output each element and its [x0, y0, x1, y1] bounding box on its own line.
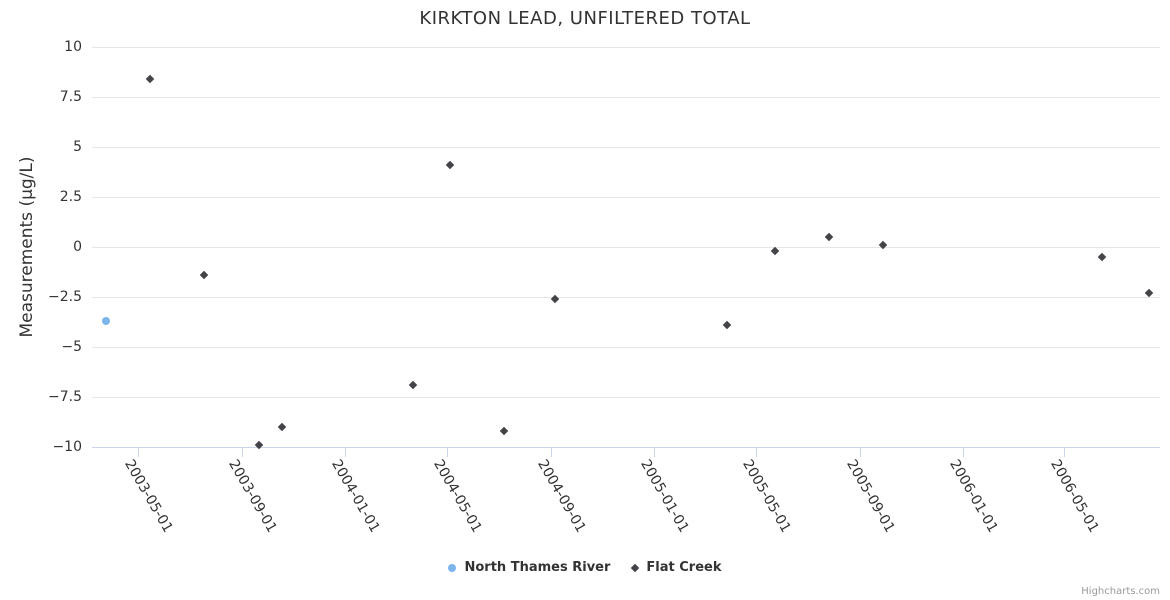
legend-marker-diamond-icon: [631, 563, 640, 572]
y-gridline: [92, 396, 1160, 398]
y-gridline: [92, 196, 1160, 198]
y-gridline: [92, 246, 1160, 248]
data-point-diamond[interactable]: [200, 270, 209, 280]
y-axis-tick-label: −7.5: [48, 389, 82, 405]
x-axis-tick-label: 2005‑01‑01: [637, 457, 692, 536]
x-tick-mark: [137, 447, 139, 457]
data-point-diamond[interactable]: [770, 246, 780, 256]
y-axis-tick-label: −5: [61, 339, 82, 355]
y-axis-tick-label: 7.5: [59, 89, 82, 105]
x-tick-mark: [962, 447, 964, 457]
legend: North Thames River Flat Creek: [0, 560, 1170, 575]
legend-item[interactable]: North Thames River: [448, 560, 610, 575]
data-point-diamond[interactable]: [445, 160, 454, 170]
data-point-diamond[interactable]: [499, 426, 509, 436]
x-axis-tick-label: 2004‑01‑01: [327, 457, 383, 536]
chart-title: KIRKTON LEAD, UNFILTERED TOTAL: [419, 8, 751, 29]
x-tick-mark: [447, 447, 449, 457]
y-axis-tick-label: −10: [52, 439, 82, 455]
x-axis-tick-label: 2005‑05‑01: [738, 457, 794, 536]
x-axis-tick-label: 2004‑05‑01: [430, 457, 485, 536]
y-gridline: [92, 296, 1160, 298]
data-point-circle[interactable]: [102, 317, 111, 325]
x-axis-tick-label: 2003‑05‑01: [120, 457, 176, 536]
x-axis-line: [92, 447, 1160, 448]
data-point-diamond[interactable]: [278, 422, 287, 432]
legend-item[interactable]: Flat Creek: [631, 560, 722, 575]
x-tick-mark: [1064, 447, 1066, 457]
x-axis-tick-label: 2005‑09‑01: [842, 457, 898, 536]
y-axis-tick-label: 10: [64, 39, 82, 55]
y-gridline: [92, 346, 1160, 348]
x-axis-tick-label: 2006‑05‑01: [1047, 457, 1103, 536]
legend-label: Flat Creek: [646, 560, 722, 575]
data-point-diamond[interactable]: [409, 380, 418, 390]
x-axis-tick-label: 2003‑09‑01: [224, 457, 280, 536]
y-axis-tick-label: 5: [73, 139, 82, 155]
y-gridline: [92, 46, 1160, 48]
data-point-diamond[interactable]: [878, 240, 887, 250]
data-point-diamond[interactable]: [1097, 252, 1106, 262]
highcharts-credit-link[interactable]: Highcharts.com: [1081, 586, 1160, 597]
y-gridline: [92, 96, 1160, 98]
legend-marker-circle-icon: [448, 563, 457, 572]
legend-label: North Thames River: [464, 560, 611, 575]
y-axis-tick-label: 2.5: [59, 189, 82, 205]
x-tick-mark: [654, 447, 656, 457]
y-gridline: [92, 146, 1160, 148]
y-axis-tick-label: −2.5: [48, 289, 82, 305]
x-tick-mark: [344, 447, 346, 457]
x-tick-mark: [551, 447, 553, 457]
y-axis-tick-label: 0: [73, 239, 82, 255]
data-point-diamond[interactable]: [146, 74, 155, 84]
data-point-diamond[interactable]: [824, 232, 833, 242]
x-tick-mark: [755, 447, 757, 457]
x-tick-mark: [241, 447, 243, 457]
x-axis-tick-label: 2004‑09‑01: [534, 457, 589, 536]
data-point-diamond[interactable]: [722, 320, 732, 330]
x-tick-mark: [859, 447, 861, 457]
x-axis-tick-label: 2006‑01‑01: [946, 457, 1001, 536]
